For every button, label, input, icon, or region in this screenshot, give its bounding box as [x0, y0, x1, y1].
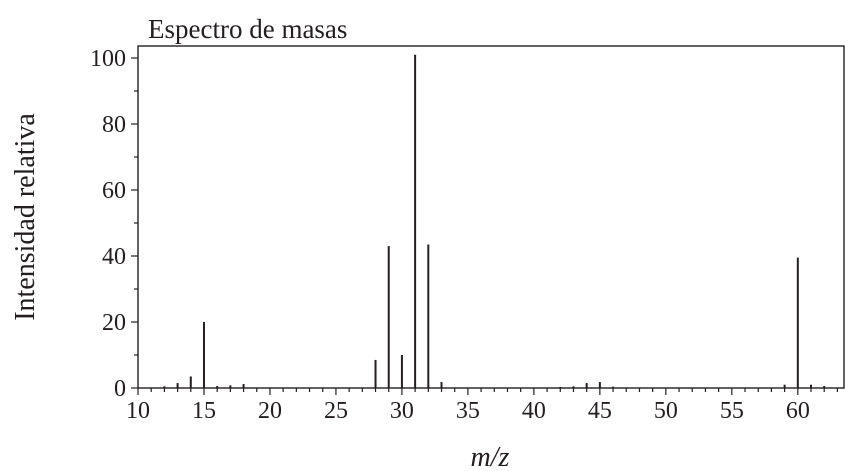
x-tick-label: 40	[522, 398, 546, 424]
x-tick-label: 50	[654, 398, 678, 424]
plot-area-frame	[137, 45, 845, 389]
x-tick-label: 35	[456, 398, 480, 424]
y-axis: 0 20 40 60 80 100	[90, 46, 138, 402]
x-tick-label: 15	[192, 398, 216, 424]
x-tick-label: 30	[390, 398, 414, 424]
y-axis-label: Intensidad relativa	[10, 113, 41, 321]
x-tick-label: 20	[258, 398, 282, 424]
y-tick-label: 80	[102, 112, 126, 138]
spectrum-peaks	[163, 54, 826, 388]
y-tick-label: 0	[114, 376, 126, 402]
y-tick-label: 100	[90, 46, 126, 72]
y-tick-label: 40	[102, 244, 126, 270]
y-tick-label: 20	[102, 310, 126, 336]
x-tick-label: 45	[588, 398, 612, 424]
y-tick-label: 60	[102, 178, 126, 204]
x-axis: 10 15 20 25 30 35 40 45 50 55 60	[126, 388, 839, 424]
x-axis-label: m/z	[471, 442, 510, 471]
x-tick-label: 25	[324, 398, 348, 424]
x-tick-label: 60	[786, 398, 810, 424]
x-tick-label: 10	[126, 398, 150, 424]
chart-title: Espectro de masas	[148, 14, 347, 44]
x-tick-label: 55	[720, 398, 744, 424]
